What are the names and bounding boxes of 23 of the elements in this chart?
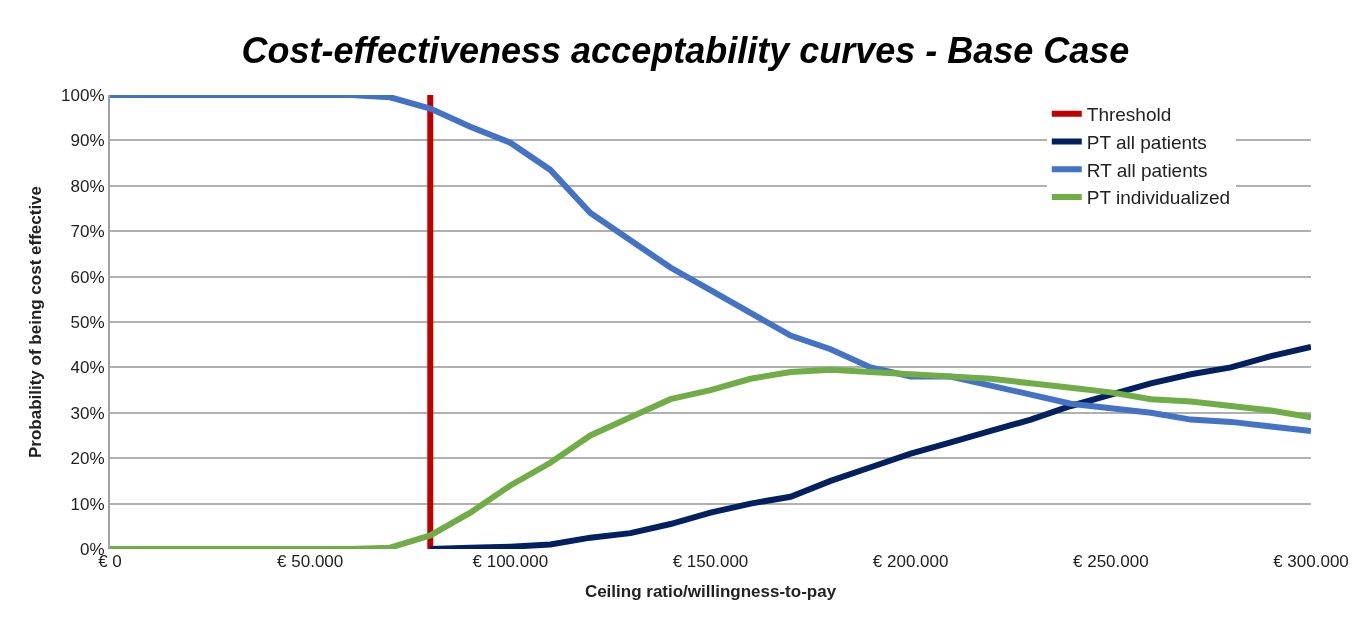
y-tick-label: 60% — [70, 267, 105, 287]
y-tick-label: 50% — [70, 312, 105, 332]
y-tick-label: 20% — [70, 449, 105, 469]
x-tick-label: € 50.000 — [277, 552, 344, 571]
x-tick-label: € 250.000 — [1073, 552, 1149, 571]
x-tick-label: € 300.000 — [1273, 552, 1349, 571]
x-tick-label: € 100.000 — [472, 552, 549, 571]
legend-label: PT individualized — [1086, 187, 1231, 209]
y-tick-label: 30% — [70, 403, 105, 423]
chart-title: Cost-effectiveness acceptability curves - Base Case — [241, 29, 1130, 71]
y-tick-label: 100% — [61, 85, 105, 105]
y-tick-label: 40% — [70, 358, 105, 378]
y-tick-label: 70% — [70, 222, 105, 242]
y-tick-label: 80% — [70, 176, 105, 196]
y-tick-label: 10% — [70, 494, 105, 514]
y-tick-label: 90% — [70, 131, 105, 151]
x-axis-title: Ceiling ratio/willingness-to-pay — [584, 582, 837, 602]
x-tick-label: € 200.000 — [872, 552, 949, 571]
y-axis-title: Probability of being cost effective — [26, 185, 46, 459]
x-tick-label: € 150.000 — [672, 552, 749, 571]
legend-label: RT all patients — [1086, 159, 1208, 181]
legend-label: PT all patients — [1086, 131, 1207, 153]
legend-label: Threshold — [1086, 104, 1172, 126]
